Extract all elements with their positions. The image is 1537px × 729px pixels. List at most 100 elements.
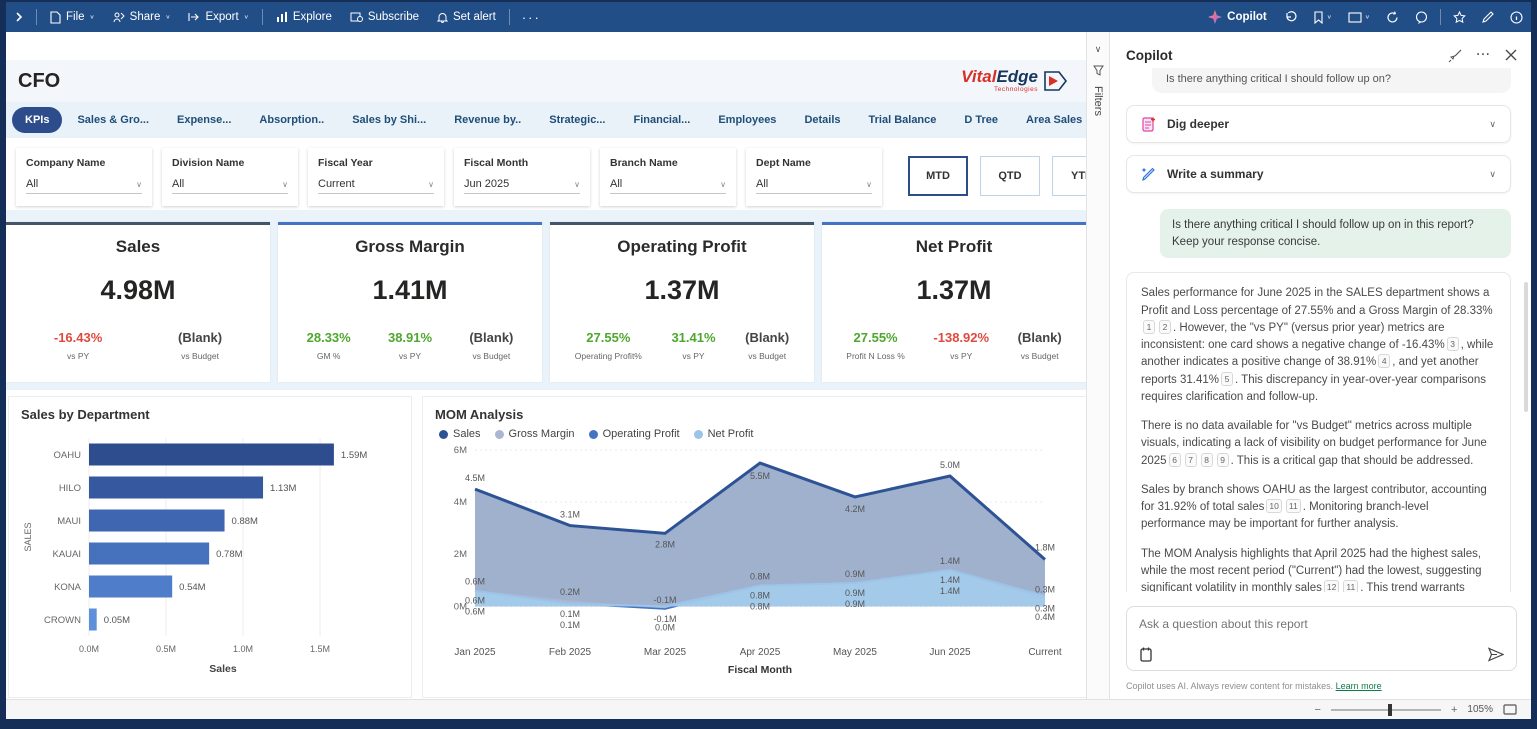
kpi-card-operating-profit[interactable]: Operating Profit1.37M27.55%Operating Pro… [550, 222, 814, 382]
tab-d-tree[interactable]: D Tree [951, 107, 1011, 133]
share-menu-button[interactable]: Share∨ [104, 2, 180, 32]
legend-sales[interactable]: Sales [439, 428, 481, 440]
bar-hilo[interactable] [89, 477, 263, 499]
filters-pane-collapsed[interactable]: ∨ Filters [1086, 32, 1110, 699]
citation-chip[interactable]: 7 [1185, 453, 1197, 467]
mom-analysis-chart[interactable]: MOM Analysis SalesGross MarginOperating … [422, 396, 1086, 698]
bar-oahu[interactable] [89, 444, 334, 466]
filter-dropdown[interactable]: Jun 2025∨ [464, 178, 580, 194]
legend-dot-icon [589, 430, 598, 439]
tab-revenue-by[interactable]: Revenue by.. [441, 107, 534, 133]
citation-chip[interactable]: 11 [1286, 499, 1301, 513]
explore-button[interactable]: Explore [267, 2, 341, 32]
legend-operating-profit[interactable]: Operating Profit [589, 428, 680, 440]
tab-financial[interactable]: Financial... [620, 107, 703, 133]
fit-to-page-icon[interactable] [1503, 704, 1517, 715]
svg-text:0.1M: 0.1M [560, 609, 580, 619]
tab-details[interactable]: Details [791, 107, 853, 133]
filter-label: Dept Name [756, 157, 872, 169]
tab-expense[interactable]: Expense... [164, 107, 244, 133]
bar-crown[interactable] [89, 609, 97, 631]
bar-kona[interactable] [89, 576, 172, 598]
set-alert-button[interactable]: Set alert [428, 2, 505, 32]
scrollbar-thumb[interactable] [1524, 282, 1528, 412]
filter-dropdown[interactable]: All∨ [26, 178, 142, 194]
more-options-button[interactable]: ··· [514, 2, 549, 32]
undo-button[interactable] [1276, 11, 1305, 24]
question-input[interactable] [1139, 617, 1504, 631]
bar-kauai[interactable] [89, 543, 209, 565]
expand-filters-icon[interactable]: ∨ [1095, 44, 1102, 55]
export-menu-button[interactable]: Export∨ [179, 2, 257, 32]
tab-absorption[interactable]: Absorption.. [246, 107, 337, 133]
favorite-button[interactable] [1445, 11, 1474, 24]
filter-dropdown[interactable]: All∨ [756, 178, 872, 194]
svg-text:0.1M: 0.1M [560, 620, 580, 630]
citation-chip[interactable]: 6 [1169, 453, 1181, 467]
citation-chip[interactable]: 3 [1447, 337, 1459, 351]
citation-chip[interactable]: 2 [1159, 320, 1171, 334]
tab-area-sales[interactable]: Area Sales [1013, 107, 1086, 133]
kpi-metric-vs-py: -138.92%vs PY [933, 330, 989, 361]
citation-chip[interactable]: 12 [1324, 580, 1339, 592]
svg-text:2.8M: 2.8M [655, 539, 675, 549]
tab-sales-by-shi[interactable]: Sales by Shi... [339, 107, 439, 133]
comments-button[interactable] [1407, 11, 1436, 24]
suggestion-write-a-summary[interactable]: Write a summary∨ [1126, 155, 1511, 193]
tab-employees[interactable]: Employees [705, 107, 789, 133]
zoom-out-button[interactable]: − [1315, 704, 1321, 716]
info-button[interactable] [1502, 11, 1531, 24]
edit-button[interactable] [1474, 11, 1502, 23]
tab-trial-balance[interactable]: Trial Balance [856, 107, 950, 133]
bar-maui[interactable] [89, 510, 225, 532]
view-button[interactable]: ∨ [1340, 12, 1378, 23]
citation-chip[interactable]: 9 [1217, 453, 1229, 467]
ytd-button[interactable]: YTD [1052, 156, 1086, 196]
sales-by-department-chart[interactable]: Sales by Department 0.0M0.5M1.0M1.5MOAHU… [8, 396, 412, 698]
refresh-button[interactable] [1378, 11, 1407, 24]
chevron-down-icon: ∨ [574, 180, 580, 189]
subscribe-button[interactable]: Subscribe [341, 2, 428, 32]
suggestion-dig-deeper[interactable]: Dig deeper∨ [1126, 105, 1511, 143]
copilot-toolbar-button[interactable]: Copilot [1199, 10, 1276, 24]
close-icon[interactable] [1505, 49, 1517, 61]
filter-dept-name: Dept Name All∨ [746, 148, 882, 206]
qtd-button[interactable]: QTD [980, 156, 1040, 196]
zoom-slider[interactable] [1331, 709, 1441, 711]
tab-sales-gro[interactable]: Sales & Gro... [64, 107, 162, 133]
kpi-card-sales[interactable]: Sales4.98M-16.43%vs PY(Blank)vs Budget [6, 222, 270, 382]
more-actions-icon[interactable]: ··· [1477, 49, 1492, 61]
citation-chip[interactable]: 8 [1201, 453, 1213, 467]
citation-chip[interactable]: 5 [1221, 372, 1233, 386]
learn-more-link[interactable]: Learn more [1336, 681, 1382, 691]
kpi-metric-vs-py: -16.43%vs PY [54, 330, 102, 361]
svg-text:1.5M: 1.5M [310, 644, 330, 654]
file-menu-button[interactable]: File∨ [41, 2, 104, 32]
kpi-card-gross-margin[interactable]: Gross Margin1.41M28.33%GM %38.91%vs PY(B… [278, 222, 542, 382]
citation-chip[interactable]: 1 [1143, 320, 1155, 334]
svg-text:0.4M: 0.4M [1035, 612, 1055, 622]
svg-text:1.4M: 1.4M [940, 586, 960, 596]
tab-strategic[interactable]: Strategic... [536, 107, 618, 133]
send-icon[interactable] [1488, 647, 1504, 662]
tab-kpis[interactable]: KPIs [12, 107, 62, 133]
legend-gross-margin[interactable]: Gross Margin [495, 428, 575, 440]
filter-dropdown[interactable]: Current∨ [318, 178, 434, 194]
citation-chip[interactable]: 11 [1343, 580, 1358, 592]
legend-net-profit[interactable]: Net Profit [694, 428, 754, 440]
clear-chat-icon[interactable] [1448, 48, 1463, 63]
bookmarks-button[interactable]: ∨ [1305, 11, 1340, 24]
response-paragraph: The MOM Analysis highlights that April 2… [1141, 546, 1496, 592]
filter-dropdown[interactable]: All∨ [172, 178, 288, 194]
mtd-button[interactable]: MTD [908, 156, 968, 196]
star-icon [1453, 11, 1466, 24]
kpi-card-net-profit[interactable]: Net Profit1.37M27.55%Profit N Loss %-138… [822, 222, 1086, 382]
filter-dropdown[interactable]: All∨ [610, 178, 726, 194]
filter-branch-name: Branch NameAll∨ [600, 148, 736, 206]
citation-chip[interactable]: 4 [1378, 354, 1390, 368]
nav-expand-button[interactable] [6, 2, 32, 32]
zoom-in-button[interactable]: + [1451, 704, 1457, 716]
citation-chip[interactable]: 10 [1266, 499, 1281, 513]
zoom-level: 105% [1467, 704, 1493, 715]
report-context-icon[interactable] [1139, 647, 1153, 662]
